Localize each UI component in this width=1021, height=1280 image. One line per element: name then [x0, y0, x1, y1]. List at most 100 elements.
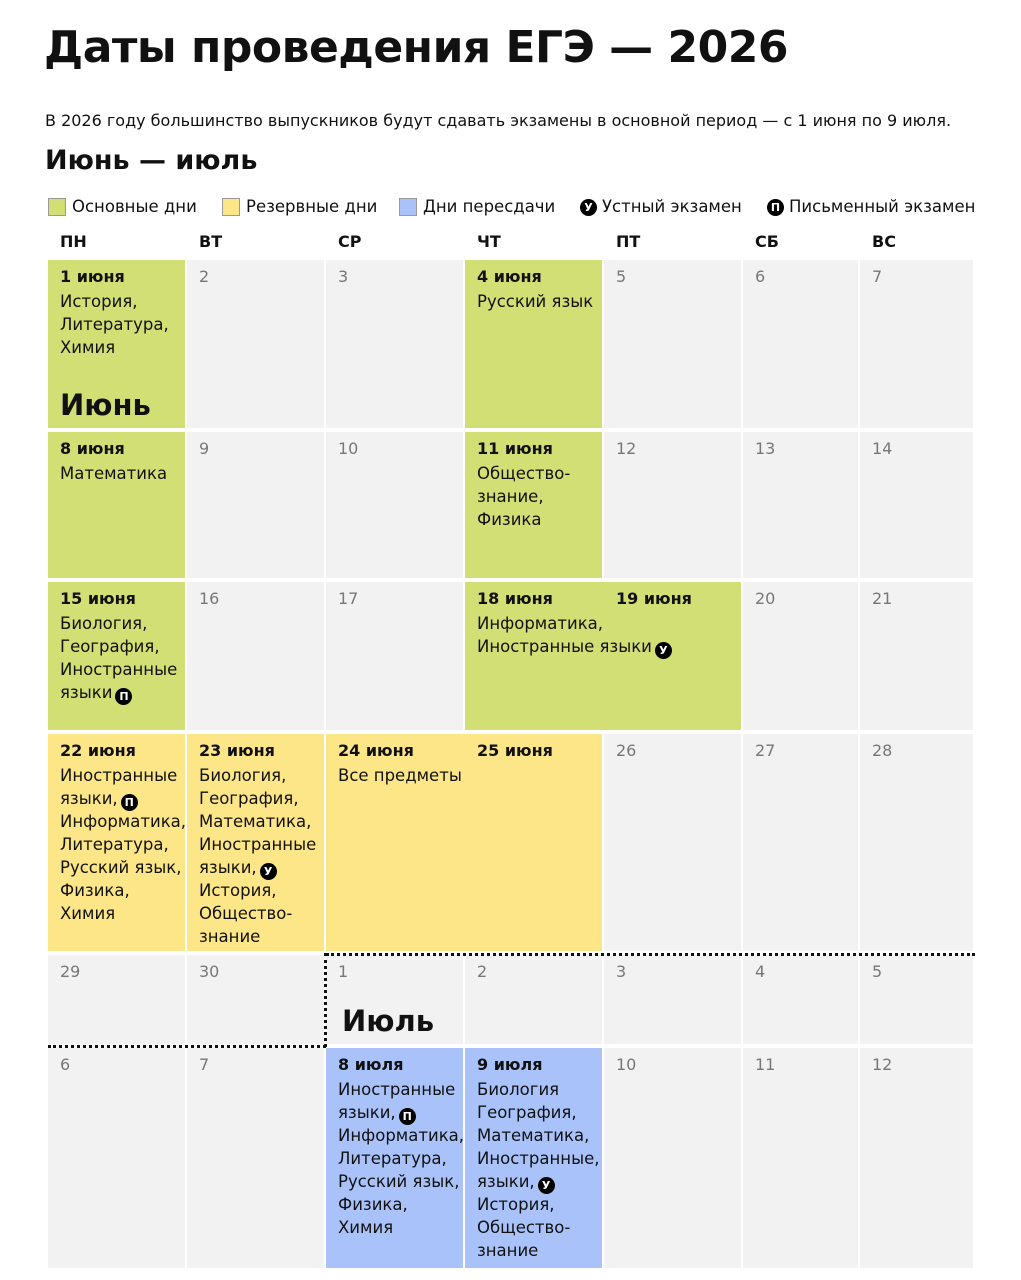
day-cell: 30	[187, 955, 324, 1044]
date: 8 июля	[338, 1055, 404, 1074]
subject: Русский язык	[477, 292, 594, 311]
day-cell: 29	[48, 955, 185, 1044]
subject: Общество-	[477, 464, 571, 483]
subject: языки, П	[60, 789, 138, 811]
day-number: 3	[338, 267, 349, 286]
subject: Химия	[60, 338, 116, 357]
day-number: 20	[755, 589, 776, 608]
day-cell: 21	[860, 582, 973, 730]
legend-label: Дни пересдачи	[423, 197, 556, 216]
legend-swatch	[222, 198, 240, 216]
legend-label: Письменный экзамен	[789, 197, 976, 216]
day-number: 10	[338, 439, 359, 458]
july-border	[324, 953, 327, 1047]
day-number: 6	[755, 267, 766, 286]
day-number: 3	[616, 962, 627, 981]
exam-icon: П	[398, 1108, 416, 1125]
date: 25 июня	[477, 741, 553, 760]
day-cell: 17	[326, 582, 463, 730]
subject: Физика,	[60, 881, 130, 900]
day-cell: 5	[604, 260, 741, 428]
day-cell: 3	[326, 260, 463, 428]
day-cell: 5	[860, 955, 973, 1044]
subject: знание	[477, 1241, 539, 1260]
day-cell: 6	[743, 260, 858, 428]
day-number: 29	[60, 962, 81, 981]
subject: Информатика,	[477, 614, 604, 633]
subject: языки, У	[477, 1172, 555, 1194]
day-cell: 7	[187, 1048, 324, 1268]
weekday: ЧТ	[477, 232, 501, 251]
subject: Физика	[477, 510, 542, 529]
day-cell: 26	[604, 734, 741, 951]
subject: знание,	[477, 487, 544, 506]
date: 19 июня	[616, 589, 692, 608]
exam-icon: У	[259, 863, 277, 880]
subject: Общество-	[199, 904, 293, 923]
date: 1 июня	[60, 267, 125, 286]
day-cell: 22 июня Иностранные языки, П Информатика, Лит…	[48, 734, 186, 951]
subject: Физика,	[338, 1195, 408, 1214]
subject: знание	[199, 927, 261, 946]
subject: Русский язык,	[338, 1172, 460, 1191]
subject: Иностранные,	[477, 1149, 600, 1168]
date: 11 июня	[477, 439, 553, 458]
legend-icon: У	[580, 199, 597, 216]
month-label: Июль	[342, 1004, 435, 1038]
day-cell: 12	[604, 432, 741, 578]
subject-text: языки,	[60, 789, 118, 808]
day-cell: 2	[465, 955, 602, 1044]
subject: Иностранные	[199, 835, 317, 854]
date: 4 июня	[477, 267, 542, 286]
subject-text: Иностранные языки	[477, 637, 652, 656]
subject-text: языки,	[199, 858, 257, 877]
exam-icon: П	[120, 794, 138, 811]
weekday: ВТ	[199, 232, 223, 251]
subject: Все предметы	[338, 766, 462, 785]
subject: Математика	[60, 464, 168, 483]
subject: Общество-	[477, 1218, 571, 1237]
day-cell: 18 июня 19 июня Информатика, Иностранные яз…	[465, 582, 741, 730]
subject: История,	[477, 1195, 555, 1214]
day-cell: 13	[743, 432, 858, 578]
weekday: ВС	[872, 232, 896, 251]
legend-label: Устный экзамен	[602, 197, 742, 216]
day-number: 7	[199, 1055, 210, 1074]
section-title: Июнь — июль	[45, 145, 258, 176]
weekday: ПН	[60, 232, 87, 251]
day-cell: 4	[743, 955, 858, 1044]
day-cell: 9	[187, 432, 324, 578]
subject: языки, П	[338, 1103, 416, 1125]
date: 9 июля	[477, 1055, 543, 1074]
day-number: 2	[199, 267, 210, 286]
subtitle: В 2026 году большинство выпускников буду…	[45, 111, 952, 130]
day-cell: 8 июня Математика	[48, 432, 185, 578]
day-cell: 28	[860, 734, 973, 951]
legend-swatch	[48, 198, 66, 216]
day-number: 12	[872, 1055, 893, 1074]
day-number: 21	[872, 589, 893, 608]
day-number: 14	[872, 439, 893, 458]
subject: История,	[199, 881, 277, 900]
weekday: ПТ	[616, 232, 641, 251]
day-cell: 2	[187, 260, 324, 428]
subject: Биология,	[199, 766, 287, 785]
exam-icon: У	[537, 1177, 555, 1194]
day-number: 4	[755, 962, 766, 981]
subject: Химия	[60, 904, 116, 923]
subject: Иностранные	[338, 1080, 456, 1099]
date: 24 июня	[338, 741, 414, 760]
day-number: 11	[755, 1055, 776, 1074]
day-number: 17	[338, 589, 359, 608]
subject: Биология,	[60, 614, 148, 633]
subject: языки П	[60, 683, 133, 705]
day-cell: 1 июня История, Литература, Химия Июнь	[48, 260, 185, 428]
day-number: 6	[60, 1055, 71, 1074]
day-cell: 11	[743, 1048, 858, 1268]
day-number: 26	[616, 741, 637, 760]
date: 18 июня	[477, 589, 553, 608]
day-number: 5	[616, 267, 627, 286]
day-cell: 27	[743, 734, 858, 951]
legend-label: Основные дни	[72, 197, 197, 216]
july-border	[326, 953, 975, 956]
